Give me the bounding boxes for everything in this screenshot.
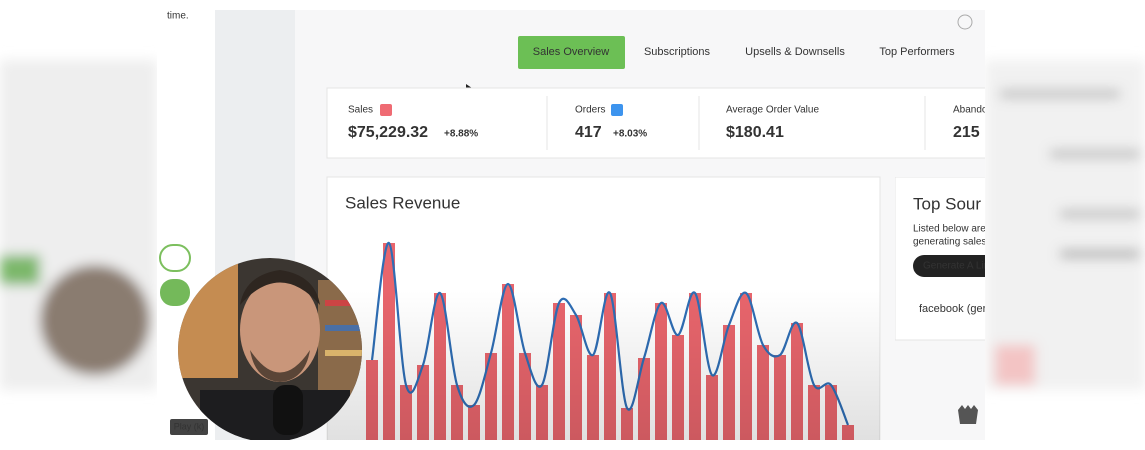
tab[interactable]: Subscriptions	[644, 46, 711, 58]
tab-active[interactable]	[518, 36, 625, 69]
stat-value: $75,229.32	[348, 124, 428, 141]
tab[interactable]: Sales Overview	[533, 46, 609, 58]
play-label[interactable]: Play (k)	[174, 421, 205, 431]
logo	[958, 405, 978, 424]
stat-change: +8.88%	[444, 129, 478, 140]
stats-card	[326, 87, 985, 159]
legend-swatch	[380, 104, 392, 116]
stat-value: 215	[953, 124, 980, 141]
button-label[interactable]: Generate A Lin	[923, 261, 989, 272]
stat-label: Average Order Value	[726, 105, 819, 116]
video-dim	[327, 290, 880, 440]
panel-text: Listed below are	[913, 224, 986, 235]
info-icon	[957, 14, 973, 30]
generate-button[interactable]	[913, 255, 1003, 277]
chart-title: Sales Revenue	[345, 193, 460, 212]
top-sources-panel: Top Sour Listed below are generating sal…	[895, 177, 1003, 341]
source-item: facebook (ger	[919, 303, 987, 315]
stat-clipped: Abando 215	[953, 105, 988, 142]
play-badge[interactable]	[170, 419, 208, 435]
sidebar-text: time.	[167, 11, 189, 22]
video-frame: time. Sales Overview Subscriptions Upsel…	[157, 10, 1003, 440]
webcam	[178, 258, 362, 440]
pill-outline	[159, 244, 191, 272]
panel-title: Top Sour	[913, 194, 981, 213]
pill-filled	[160, 279, 190, 306]
stat-label: Abando	[953, 105, 988, 116]
stat-label: Orders	[575, 105, 606, 116]
stat-change: +8.03%	[613, 129, 647, 140]
panel-text: generating sales	[913, 237, 986, 248]
tab[interactable]: Upsells & Downsells	[745, 46, 845, 58]
stat-value: $180.41	[726, 124, 784, 141]
tab[interactable]: Top Performers	[879, 46, 955, 58]
stat-value: 417	[575, 124, 602, 141]
blurred-background	[0, 60, 1145, 390]
legend-swatch	[611, 104, 623, 116]
stat-label: Sales	[348, 105, 373, 116]
